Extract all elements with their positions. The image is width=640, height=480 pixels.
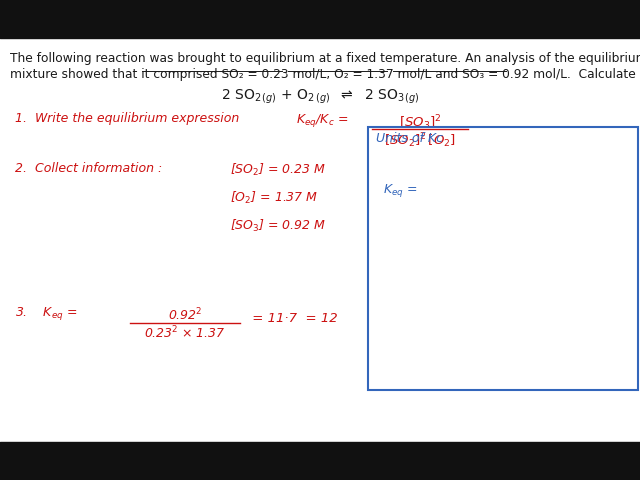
Text: = 11·7  = 12: = 11·7 = 12 (248, 312, 338, 324)
Text: [O$_2$] = 1.37 M: [O$_2$] = 1.37 M (230, 190, 318, 206)
Text: 1.  Write the equilibrium expression: 1. Write the equilibrium expression (15, 112, 239, 125)
Text: Units of Kc: Units of Kc (376, 132, 443, 145)
Text: $[SO_2]^2\,[O_2]$: $[SO_2]^2\,[O_2]$ (384, 131, 456, 150)
Text: The following reaction was brought to equilibrium at a fixed temperature. An ana: The following reaction was brought to eq… (10, 52, 640, 65)
Text: 2.  Collect information :: 2. Collect information : (15, 162, 166, 175)
Text: [SO$_3$] = 0.92 M: [SO$_3$] = 0.92 M (230, 218, 326, 234)
Text: K$_{eq}$ =: K$_{eq}$ = (383, 182, 418, 199)
Text: [SO$_2$] = 0.23 M: [SO$_2$] = 0.23 M (230, 162, 326, 178)
Text: 3.    K$_{eq}$ =: 3. K$_{eq}$ = (15, 305, 77, 322)
Bar (368, 127, 638, 390)
Text: $[SO_3]^2$: $[SO_3]^2$ (399, 113, 441, 132)
Text: 0.92$^2$: 0.92$^2$ (168, 307, 202, 324)
Text: mixture showed that it comprised SO₂ = 0.23 mol/L, O₂ = 1.37 mol/L and SO₃ = 0.9: mixture showed that it comprised SO₂ = 0… (10, 68, 640, 81)
Text: 0.23$^2$ × 1.37: 0.23$^2$ × 1.37 (144, 325, 226, 342)
Text: 2 SO$_{2\,(g)}$ + O$_{2\,(g)}$  $\rightleftharpoons$  2 SO$_{3\,(g)}$: 2 SO$_{2\,(g)}$ + O$_{2\,(g)}$ $\rightle… (221, 88, 419, 106)
Text: K$_{eq}$/K$_c$ =: K$_{eq}$/K$_c$ = (296, 112, 348, 129)
